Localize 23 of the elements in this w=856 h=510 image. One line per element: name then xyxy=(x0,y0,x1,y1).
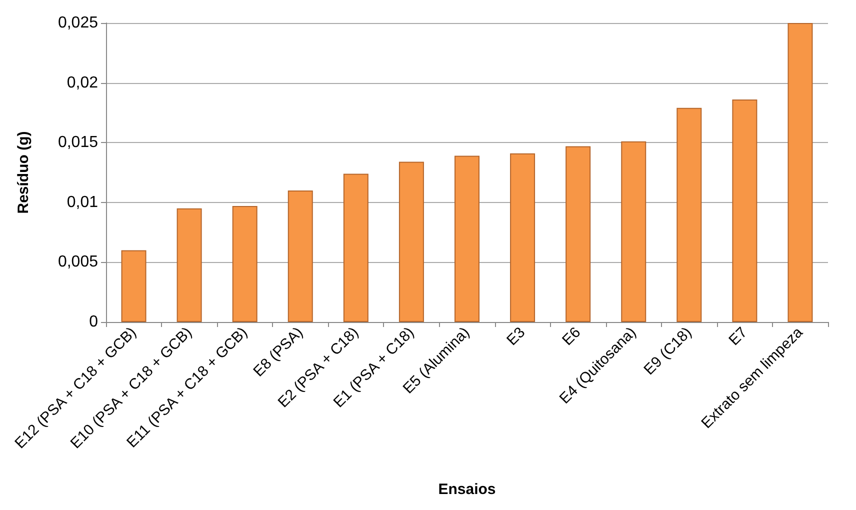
bar xyxy=(288,190,313,322)
y-tick-label: 0,005 xyxy=(58,254,98,271)
x-axis-title: Ensaios xyxy=(438,481,496,498)
y-tick-label: 0,015 xyxy=(58,134,98,152)
y-tick-label: 0,025 xyxy=(58,14,98,32)
bar xyxy=(343,174,368,322)
bar xyxy=(176,208,202,322)
bar xyxy=(566,146,591,322)
x-tick-label: E7 xyxy=(726,324,751,349)
bar xyxy=(232,206,258,322)
bar xyxy=(121,250,146,322)
y-axis-title: Resíduo (g) xyxy=(15,131,32,214)
bar xyxy=(621,141,646,322)
bar xyxy=(788,23,813,322)
bar xyxy=(510,153,536,322)
bar xyxy=(398,162,424,322)
x-tick-label: E3 xyxy=(504,324,529,349)
bar xyxy=(732,100,758,322)
y-tick-label: 0 xyxy=(89,314,98,330)
bar xyxy=(454,156,480,322)
y-tick-label: 0,02 xyxy=(66,74,98,92)
bar xyxy=(676,108,702,322)
y-tick-label: 0,01 xyxy=(66,194,98,211)
